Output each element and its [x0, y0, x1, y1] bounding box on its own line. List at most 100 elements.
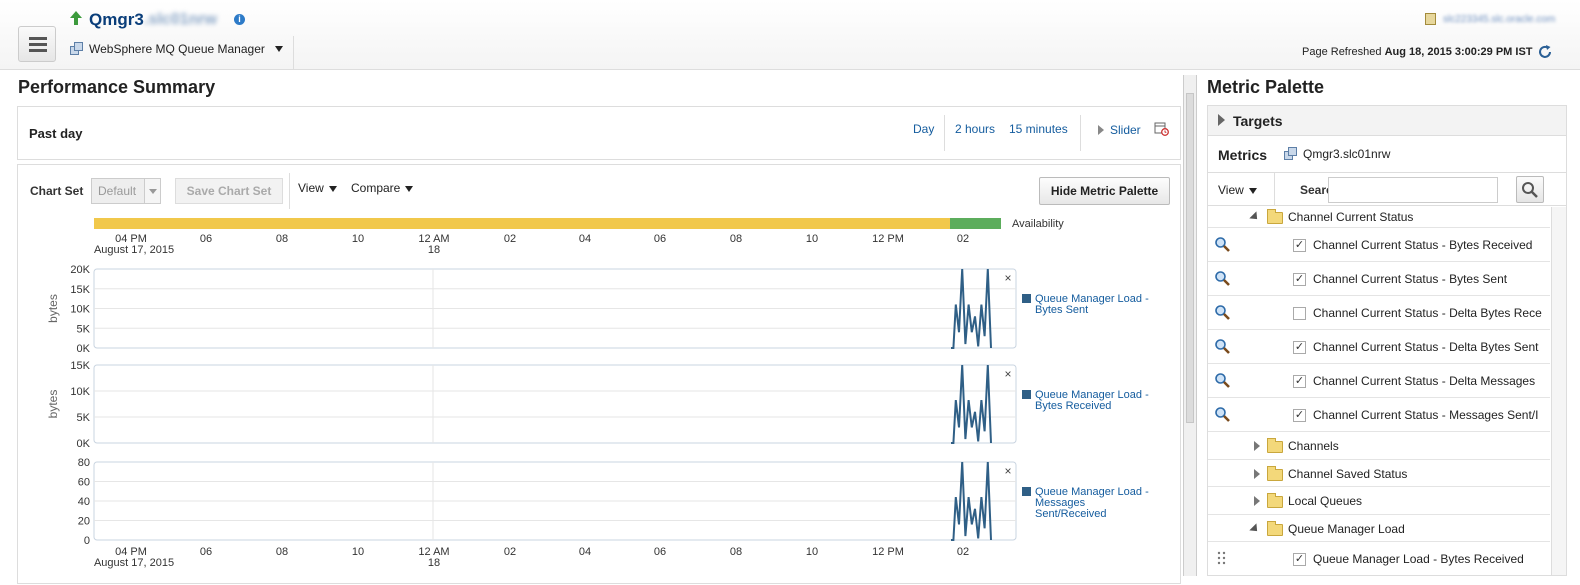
tree-folder-row[interactable]: Local Queues [1208, 487, 1550, 515]
y-tick-label: 10K [70, 386, 90, 398]
tree-metric-row[interactable]: Channel Current Status - Delta Bytes Rec… [1208, 296, 1550, 330]
magnifier-icon[interactable] [1214, 406, 1231, 423]
tree-folder-label: Channel Current Status [1288, 210, 1414, 224]
remove-chart-icon[interactable]: × [1004, 464, 1011, 478]
x-tick-label: 08 [730, 233, 742, 245]
folder-icon [1267, 465, 1283, 481]
tree-metric-row[interactable]: ✓ Channel Current Status - Messages Sent/… [1208, 398, 1550, 432]
range-2-hours-link[interactable]: 2 hours [955, 122, 996, 136]
remove-chart-icon[interactable]: × [1004, 271, 1011, 285]
toolbar-separator [1274, 173, 1275, 206]
x-tick-sublabel: August 17, 2015 [94, 557, 174, 569]
legend-label[interactable]: Queue Manager Load -Bytes Received [1035, 389, 1149, 412]
range-day-link[interactable]: Day [913, 122, 935, 136]
hide-metric-palette-button[interactable]: Hide Metric Palette [1039, 177, 1170, 205]
tree-folder-label: Local Queues [1288, 494, 1363, 508]
info-icon[interactable]: i [234, 14, 245, 25]
tree-folder-row[interactable]: Channel Current Status [1208, 206, 1550, 228]
metric-checkbox[interactable]: ✓ [1293, 375, 1306, 388]
magnifier-icon[interactable] [1214, 304, 1231, 321]
availability-label: Availability [1012, 218, 1064, 230]
x-tick-label: 02 [504, 546, 516, 558]
metric-checkbox[interactable]: ✓ [1293, 553, 1306, 566]
legend-label[interactable]: Queue Manager Load -Bytes Sent [1035, 293, 1149, 316]
y-tick-label: 15K [70, 360, 90, 372]
host-icon [1424, 12, 1438, 26]
tree-folder-row[interactable]: Channel Saved Status [1208, 460, 1550, 487]
x-tick-label: 08 [276, 546, 288, 558]
slider-link[interactable]: Slider [1110, 123, 1141, 137]
search-input[interactable] [1328, 177, 1498, 203]
collapse-icon[interactable] [1249, 522, 1261, 535]
magnifier-icon[interactable] [1214, 236, 1231, 253]
tree-metric-label: Queue Manager Load - Bytes Received [1313, 552, 1524, 566]
magnifier-icon[interactable] [1214, 270, 1231, 287]
chart-bytes-sent: 20K 15K 10K 5K 0K bytes × Queue Manager Load -B… [46, 264, 1149, 355]
metric-checkbox[interactable]: ✓ [1293, 239, 1306, 252]
scrollbar-thumb[interactable] [1186, 93, 1194, 423]
page-header: Qmgr3 .slc01nrw i WebSphere MQ Queue Man… [0, 0, 1580, 70]
target-type-menu[interactable]: WebSphere MQ Queue Manager [70, 42, 283, 56]
targets-section-header[interactable]: Targets [1208, 106, 1566, 136]
y-tick-label: 60 [78, 477, 90, 489]
chevron-down-icon [1248, 187, 1257, 194]
x-tick-label: 12 PM [872, 233, 904, 245]
metric-palette: Targets Metrics Qmgr3.slc01nrw View Sear… [1207, 105, 1567, 576]
folder-icon [1267, 520, 1283, 536]
magnifier-icon[interactable] [1214, 338, 1231, 355]
search-button[interactable] [1516, 176, 1544, 203]
metric-checkbox[interactable]: ✓ [1293, 341, 1306, 354]
compare-menu[interactable]: Compare [351, 181, 414, 195]
range-15-minutes-link[interactable]: 15 minutes [1009, 122, 1068, 136]
y-tick-label: 15K [70, 284, 90, 296]
palette-view-label: View [1218, 183, 1244, 197]
x-tick-label: 12 PM [872, 546, 904, 558]
folder-icon [1267, 438, 1283, 453]
metrics-label: Metrics [1218, 147, 1268, 163]
collapse-icon[interactable] [1249, 211, 1261, 223]
host-link[interactable]: slc2233​45.slc.oracle.com [1424, 12, 1555, 26]
legend-swatch [1022, 487, 1031, 496]
x-tick-label: 10 [806, 546, 818, 558]
x-tick-label: 12 AM [418, 233, 449, 245]
slider-expand-icon[interactable] [1098, 125, 1104, 135]
x-tick-label: 08 [730, 546, 742, 558]
legend-label[interactable]: Queue Manager Load -Messages Sent/Receive… [1035, 486, 1149, 520]
expand-icon[interactable] [1254, 441, 1260, 451]
page-title: Performance Summary [18, 77, 216, 97]
view-menu[interactable]: View [298, 181, 337, 195]
x-tick-label: 06 [200, 233, 212, 245]
metric-checkbox[interactable]: ✓ [1293, 273, 1306, 286]
palette-scrollbar[interactable] [1551, 207, 1566, 575]
tree-metric-row[interactable]: ✓ Channel Current Status - Delta Bytes Se… [1208, 330, 1550, 364]
tree-metric-label: Channel Current Status - Messages Sent/I [1313, 408, 1539, 422]
tree-metric-row[interactable]: ✓ Channel Current Status - Bytes Sent [1208, 262, 1550, 296]
metric-checkbox[interactable] [1293, 307, 1306, 320]
chart-messages: 80 60 40 20 0 × Queue Manager Load -Messages Se… [78, 457, 1149, 547]
palette-view-menu[interactable]: View [1218, 183, 1257, 197]
x-tick-label: 02 [504, 233, 516, 245]
expand-icon[interactable] [1254, 468, 1260, 479]
tree-metric-label: Channel Current Status - Bytes Received [1313, 238, 1533, 252]
tree-folder-row[interactable]: Channels [1208, 432, 1550, 460]
metric-checkbox[interactable]: ✓ [1293, 409, 1306, 422]
hamburger-menu-button[interactable] [18, 26, 56, 62]
remove-chart-icon[interactable]: × [1004, 367, 1011, 381]
target-title[interactable]: Qmgr3 [89, 10, 144, 29]
panel-splitter[interactable] [1183, 75, 1197, 576]
calendar-icon[interactable] [1154, 121, 1169, 136]
tree-metric-row[interactable]: ✓ Channel Current Status - Bytes Received [1208, 228, 1550, 262]
tree-folder-row[interactable]: Queue Manager Load [1208, 515, 1550, 542]
tree-metric-row[interactable]: ✓ Channel Current Status - Delta Messages [1208, 364, 1550, 398]
tree-metric-row[interactable]: ✓ Queue Manager Load - Bytes Received [1208, 542, 1550, 575]
magnifier-icon[interactable] [1214, 372, 1231, 389]
status-up-icon [70, 11, 82, 25]
queue-manager-icon [70, 42, 84, 56]
x-tick-label: 04 [579, 233, 591, 245]
tree-folder-label: Channel Saved Status [1288, 466, 1408, 481]
series-line [951, 461, 992, 541]
expand-icon[interactable] [1254, 496, 1260, 506]
drag-handle-icon[interactable] [1214, 550, 1231, 567]
refresh-icon[interactable] [1537, 44, 1553, 60]
